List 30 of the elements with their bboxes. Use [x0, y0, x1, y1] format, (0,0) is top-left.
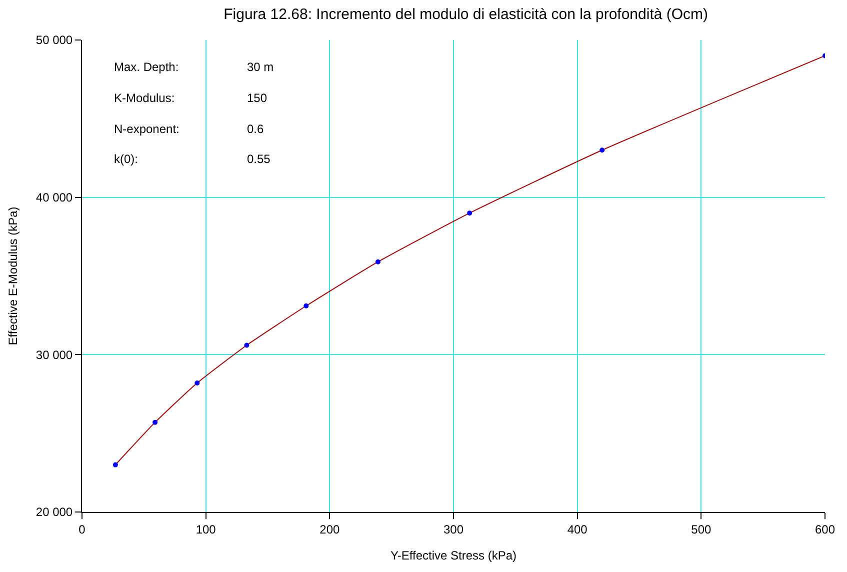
- point: [152, 420, 158, 425]
- annotation: K-Modulus:: [114, 91, 175, 105]
- y-axis-title: Effective E-Modulus (kPa): [6, 206, 20, 346]
- y-tick-label: 20 000: [36, 505, 73, 520]
- annotation: N-exponent:: [114, 122, 180, 136]
- annotation: 150: [247, 91, 268, 105]
- point: [304, 303, 309, 308]
- annotation: 30 m: [247, 60, 274, 74]
- y-tick-label: 40 000: [36, 190, 73, 205]
- y-tick-label: 50 000: [36, 33, 73, 48]
- point: [600, 148, 605, 153]
- annotation: Max. Depth:: [114, 60, 179, 74]
- point: [194, 380, 200, 386]
- annotation: k(0):: [114, 152, 138, 166]
- x-tick-label: 300: [443, 522, 464, 536]
- annotation: 0.6: [247, 122, 264, 136]
- annotation: 0.55: [247, 152, 271, 166]
- x-tick-label: 400: [567, 522, 588, 536]
- point: [112, 462, 118, 468]
- x-tick-label: 500: [691, 522, 712, 536]
- point: [467, 210, 472, 216]
- chart-title: Figura 12.68: Incremento del modulo di elasticità con la profondità (Ocm): [224, 6, 708, 24]
- x-axis-title: Y-Effective Stress (kPa): [390, 548, 517, 562]
- x-tick-label: 200: [320, 522, 340, 536]
- x-tick-label: 0: [78, 522, 86, 536]
- point: [375, 259, 380, 264]
- y-tick-label: 30 000: [36, 348, 73, 362]
- x-tick-label: 600: [814, 522, 836, 536]
- x-tick-label: 100: [196, 522, 216, 536]
- point: [244, 342, 250, 348]
